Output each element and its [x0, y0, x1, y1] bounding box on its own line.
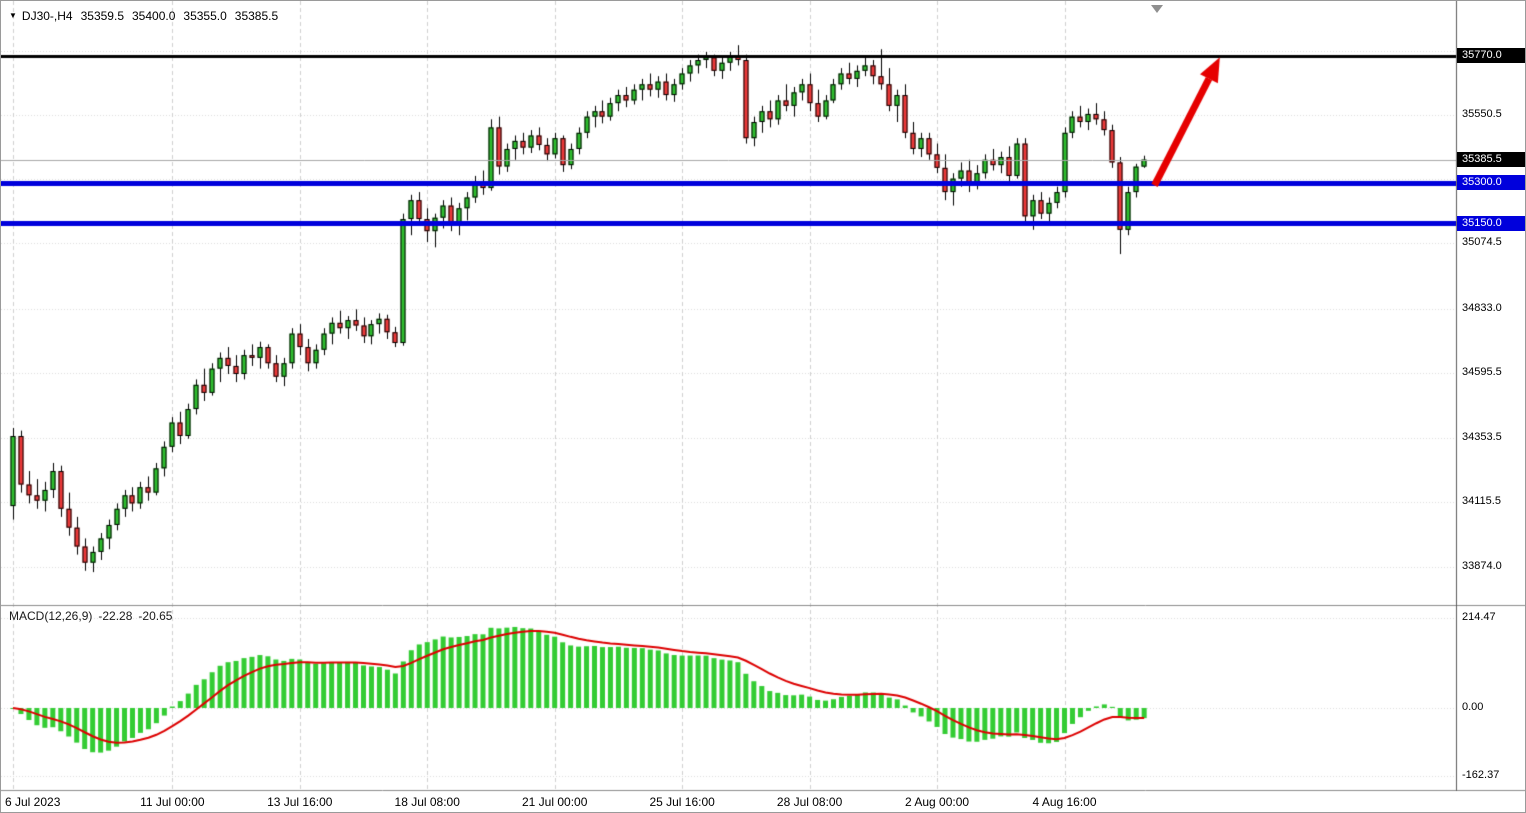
chart-shift-marker[interactable]: [1151, 5, 1163, 13]
quote-open: 35359.5: [80, 9, 124, 23]
quote-high: 35400.0: [132, 9, 176, 23]
symbol-timeframe-label: DJ30-,H4: [21, 9, 73, 23]
macd-value: -22.28: [98, 609, 133, 623]
quote-low: 35355.0: [183, 9, 227, 23]
macd-indicator-label: MACD(12,26,9) -22.28 -20.65: [9, 609, 178, 623]
quote-close: 35385.5: [234, 9, 279, 23]
macd-signal-value: -20.65: [138, 609, 173, 623]
symbol-info: ▼ DJ30-,H4 35359.5 35400.0 35355.0 35385.5: [9, 9, 278, 23]
symbol-dropdown-icon[interactable]: ▼: [9, 11, 17, 20]
macd-name: MACD(12,26,9): [9, 609, 93, 623]
